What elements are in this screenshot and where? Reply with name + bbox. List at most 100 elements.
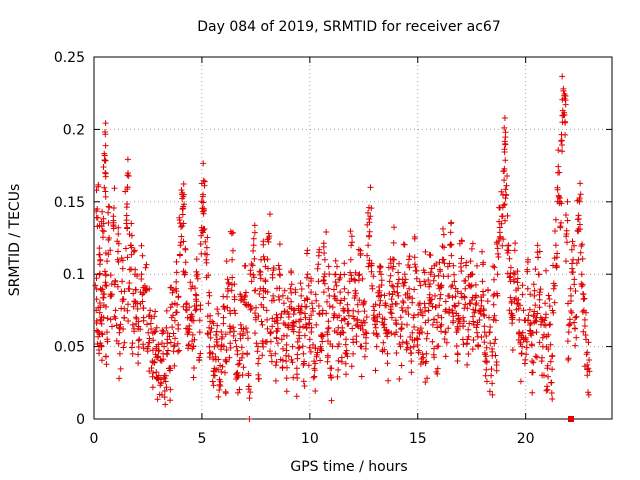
- data-point: [552, 242, 559, 249]
- data-point: [310, 308, 316, 315]
- data-point: [357, 250, 364, 257]
- data-point: [231, 296, 238, 303]
- data-point: [548, 379, 555, 386]
- data-point: [474, 262, 480, 269]
- data-point: [218, 329, 225, 335]
- data-point: [200, 160, 207, 167]
- data-point: [376, 302, 383, 309]
- data-point: [92, 282, 99, 289]
- data-point: [356, 297, 363, 304]
- data-point: [312, 388, 319, 394]
- data-point: [147, 307, 154, 314]
- data-point: [465, 351, 472, 357]
- data-point: [555, 193, 562, 200]
- data-point: [175, 325, 182, 332]
- data-point: [267, 211, 273, 218]
- data-point: [107, 293, 114, 300]
- data-point: [582, 332, 589, 338]
- data-point: [368, 262, 375, 269]
- data-point: [308, 324, 315, 331]
- data-point: [137, 289, 144, 296]
- data-point: [163, 307, 170, 314]
- data-point: [425, 277, 432, 283]
- data-point: [577, 191, 584, 198]
- data-point: [260, 253, 267, 260]
- data-point: [133, 314, 140, 321]
- data-point: [257, 269, 264, 276]
- data-point: [572, 314, 579, 321]
- data-point: [450, 262, 457, 269]
- data-point: [130, 290, 137, 297]
- data-point: [518, 350, 525, 357]
- data-point: [332, 295, 339, 302]
- data-point: [539, 354, 545, 361]
- data-point: [316, 310, 323, 317]
- data-point: [400, 241, 407, 248]
- data-point: [226, 323, 233, 330]
- data-point: [405, 262, 412, 268]
- data-point: [575, 212, 582, 219]
- data-point: [549, 353, 555, 360]
- data-point: [193, 256, 200, 263]
- data-point: [276, 241, 283, 248]
- data-point: [248, 278, 255, 285]
- data-point: [290, 306, 297, 313]
- data-point: [334, 263, 340, 270]
- data-point: [555, 147, 562, 154]
- data-point: [397, 314, 404, 321]
- data-point: [509, 320, 516, 327]
- data-point: [338, 297, 344, 304]
- data-point: [259, 321, 266, 328]
- data-point: [563, 231, 570, 237]
- data-point: [102, 173, 109, 180]
- data-point: [375, 289, 382, 296]
- data-point: [157, 382, 164, 389]
- data-point: [422, 360, 429, 367]
- data-point: [105, 236, 112, 243]
- data-point: [123, 217, 130, 224]
- data-point: [149, 347, 156, 354]
- data-point: [502, 157, 509, 164]
- data-point: [126, 280, 133, 286]
- data-point: [176, 347, 183, 354]
- data-point: [269, 274, 276, 281]
- data-point: [345, 289, 352, 296]
- data-point: [192, 291, 199, 298]
- data-point: [462, 285, 469, 292]
- data-point: [252, 310, 258, 317]
- data-point: [249, 262, 256, 269]
- data-point: [220, 320, 227, 327]
- data-point: [227, 344, 234, 351]
- x-tick-label: 5: [197, 431, 206, 447]
- data-point: [571, 319, 578, 326]
- data-point: [347, 269, 354, 276]
- data-point: [342, 360, 349, 367]
- data-point: [333, 282, 340, 289]
- data-point: [533, 329, 540, 336]
- data-point: [465, 326, 472, 333]
- data-point: [320, 333, 327, 340]
- data-point: [183, 301, 190, 308]
- data-point: [556, 200, 563, 207]
- data-point: [126, 231, 133, 238]
- data-point: [545, 292, 552, 299]
- data-point: [139, 298, 146, 305]
- data-point: [312, 291, 319, 298]
- data-point: [564, 217, 571, 224]
- data-point: [573, 334, 580, 341]
- data-point: [442, 308, 449, 315]
- data-point: [93, 187, 100, 194]
- data-point: [198, 232, 205, 239]
- data-point: [187, 279, 194, 286]
- data-point: [524, 266, 531, 273]
- data-point: [358, 373, 365, 380]
- data-point: [448, 241, 455, 248]
- data-point: [189, 331, 196, 338]
- data-point: [98, 223, 105, 230]
- data-point: [100, 294, 106, 301]
- data-point: [368, 268, 375, 275]
- data-point: [308, 275, 314, 282]
- data-point: [372, 324, 379, 331]
- data-point: [542, 314, 549, 321]
- data-point: [351, 295, 358, 301]
